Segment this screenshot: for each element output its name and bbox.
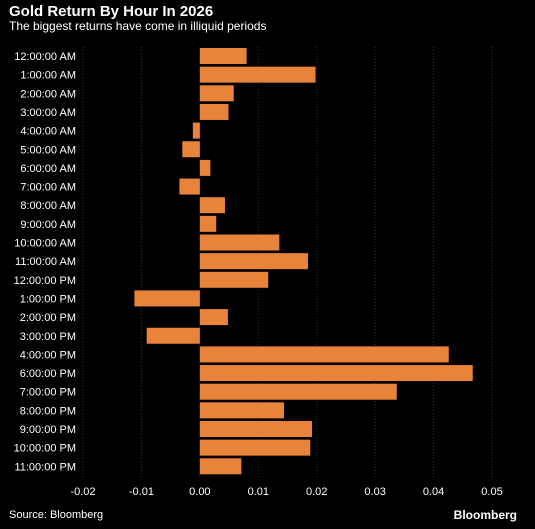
bloomberg-logo: Bloomberg <box>453 508 517 522</box>
y-tick-label: 11:00:00 AM <box>15 256 76 268</box>
bar <box>199 66 316 83</box>
bar <box>199 383 397 400</box>
y-tick-label: 6:00:00 AM <box>20 163 76 175</box>
source-note: Source: Bloomberg <box>9 509 104 521</box>
y-tick-label: 10:00:00 AM <box>14 238 76 250</box>
bar <box>199 234 280 251</box>
y-tick-label: 11:00:00 PM <box>14 461 76 473</box>
bar <box>199 159 211 176</box>
y-tick-label: 9:00:00 PM <box>20 424 76 436</box>
bar <box>134 290 200 307</box>
y-tick-label: 6:00:00 PM <box>20 368 76 380</box>
bar <box>199 346 449 363</box>
y-tick-label: 4:00:00 AM <box>20 126 76 138</box>
y-tick-label: 3:00:00 PM <box>20 331 76 343</box>
bar <box>199 197 225 214</box>
x-tick-label: 0.03 <box>364 486 385 498</box>
y-tick-label: 5:00:00 AM <box>20 144 76 156</box>
bar <box>199 458 242 475</box>
x-tick-label: 0.01 <box>248 486 269 498</box>
y-tick-label: 3:00:00 AM <box>20 107 76 119</box>
chart-subtitle: The biggest returns have come in illiqui… <box>9 19 267 33</box>
y-tick-label: 12:00:00 AM <box>14 51 76 63</box>
y-tick-label: 7:00:00 AM <box>20 182 76 194</box>
y-tick-label: 7:00:00 PM <box>20 387 76 399</box>
bar <box>199 48 247 64</box>
y-tick-label: 2:00:00 PM <box>20 312 76 324</box>
bar <box>192 122 200 139</box>
y-tick-label: 2:00:00 AM <box>20 88 76 100</box>
bar <box>199 271 269 288</box>
y-tick-label: 10:00:00 PM <box>14 443 76 455</box>
y-tick-label: 12:00:00 PM <box>14 275 76 287</box>
bar <box>179 178 200 195</box>
y-tick-label: 1:00:00 PM <box>20 293 76 305</box>
bar <box>199 253 308 270</box>
bar <box>199 439 311 456</box>
x-tick-label: -0.02 <box>70 486 95 498</box>
y-tick-label: 8:00:00 PM <box>20 405 76 417</box>
y-tick-label: 4:00:00 PM <box>20 349 76 361</box>
x-tick-label: 0.04 <box>423 486 444 498</box>
x-tick-label: -0.01 <box>129 486 154 498</box>
y-tick-label: 9:00:00 AM <box>20 219 76 231</box>
bar <box>146 327 200 344</box>
x-tick-label: 0.05 <box>481 486 502 498</box>
bar <box>199 85 234 102</box>
x-tick-label: 0.00 <box>189 486 210 498</box>
x-tick-label: 0.02 <box>306 486 327 498</box>
y-tick-label: 8:00:00 AM <box>20 200 76 212</box>
y-tick-label: 1:00:00 AM <box>20 70 76 82</box>
bar <box>199 309 228 326</box>
bar <box>199 421 313 437</box>
bar <box>182 141 200 158</box>
bar <box>199 402 284 419</box>
bar <box>199 103 229 120</box>
chart-title: Gold Return By Hour In 2026 <box>9 3 214 20</box>
bar <box>199 365 473 382</box>
bar <box>199 215 217 232</box>
